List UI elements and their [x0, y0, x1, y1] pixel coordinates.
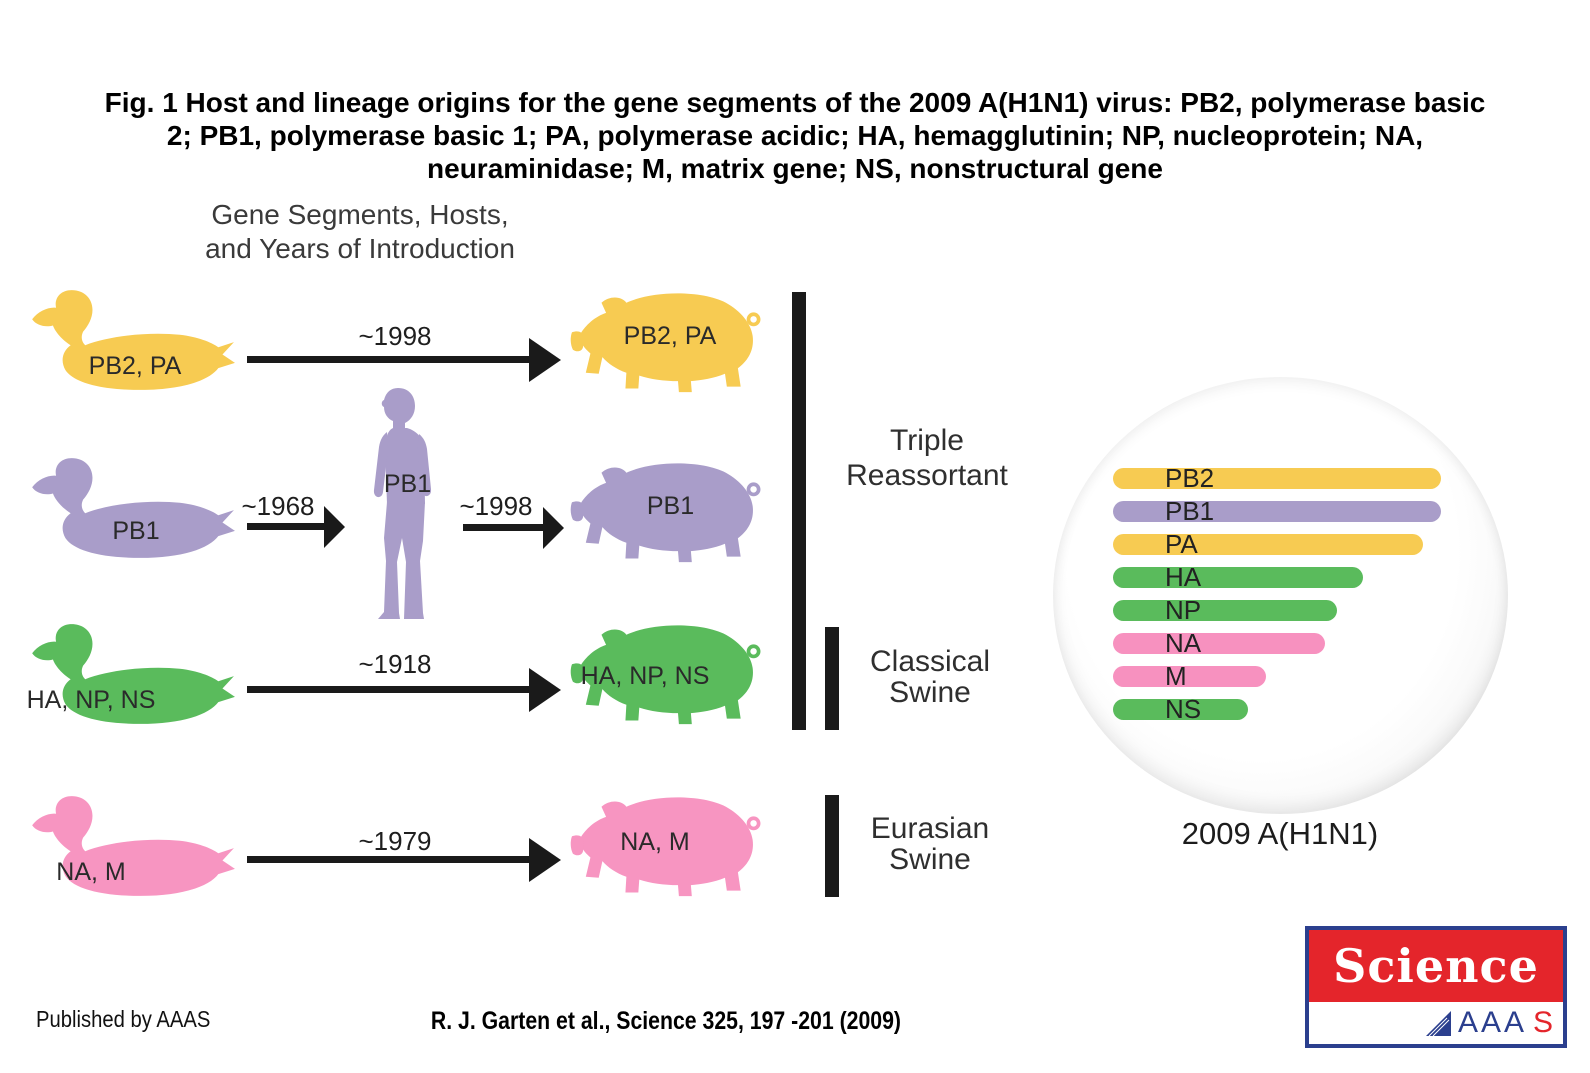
- arrowhead-icon: [324, 505, 345, 548]
- arrowhead-icon: [529, 837, 561, 882]
- diagram-heading: Gene Segments, Hosts, and Years of Intro…: [170, 198, 550, 266]
- triple-reassortant-bracket: [792, 292, 806, 730]
- duck-gene-label: NA, M: [56, 858, 126, 886]
- pig-gene-label: PB2, PA: [623, 322, 717, 350]
- pig-gene-label: NA, M: [620, 828, 690, 856]
- gene-segment-bar-ns: NS: [1113, 694, 1248, 724]
- duck-gene-label: PB1: [112, 517, 160, 545]
- virus-name-label: 2009 A(H1N1): [1181, 816, 1379, 851]
- pig-gene-label: HA, NP, NS: [580, 662, 710, 690]
- year-label: ~1998: [459, 491, 533, 521]
- caption-line-2: 2; PB1, polymerase basic 1; PA, polymera…: [166, 120, 1424, 151]
- transmission-arrow: [247, 505, 345, 548]
- classical-swine-bracket: [825, 627, 839, 730]
- pig-gene-label: PB1: [646, 492, 695, 520]
- year-label: ~1968: [241, 491, 315, 521]
- science-logo-band: Science: [1309, 930, 1563, 1002]
- heading-line-2: and Years of Introduction: [205, 233, 515, 264]
- heading-line-1: Gene Segments, Hosts,: [211, 199, 509, 230]
- gene-segment-bar-m: M: [1113, 661, 1266, 691]
- eurasian-swine-bracket: [825, 795, 839, 897]
- duck-gene-label: HA, NP, NS: [26, 686, 156, 714]
- year-label: ~1998: [358, 321, 432, 351]
- published-by-text: Published by AAAS: [36, 1006, 211, 1032]
- science-wordmark: Science: [1333, 939, 1539, 993]
- group-label-triple-reassortant: Triple Reassortant: [846, 424, 1008, 492]
- year-label: ~1979: [358, 826, 432, 856]
- gene-segment-bar-pb1: PB1: [1113, 496, 1441, 526]
- gene-segment-bar-pa: PA: [1113, 529, 1423, 559]
- gene-segment-bar-pb2: PB2: [1113, 463, 1441, 493]
- citation-text: R. J. Garten et al., Science 325, 197 -2…: [430, 1007, 902, 1035]
- human-gene-label: PB1: [383, 470, 432, 498]
- aaas-wordmark-s: S: [1532, 1006, 1553, 1039]
- figure-caption: Fig. 1 Host and lineage origins for the …: [20, 86, 1570, 185]
- aaas-triangle-icon: [1425, 1010, 1451, 1036]
- gene-segment-bar-na: NA: [1113, 628, 1325, 658]
- transmission-arrow: [463, 506, 564, 549]
- gene-segment-bar-np: NP: [1113, 595, 1337, 625]
- duck-gene-label: PB2, PA: [88, 352, 182, 380]
- arrowhead-icon: [543, 506, 564, 549]
- transmission-arrow: [247, 667, 561, 712]
- arrowhead-icon: [529, 667, 561, 712]
- year-label: ~1918: [358, 649, 432, 679]
- virus-particle: PB2 PB1 PA HA NP NA M NS: [1053, 377, 1508, 814]
- science-aaas-logo: Science AAA S: [1305, 926, 1567, 1048]
- group-label-eurasian-swine: Eurasian Swine: [870, 812, 990, 876]
- aaas-wordmark: AAA: [1457, 1006, 1527, 1039]
- gene-segment-bar-ha: HA: [1113, 562, 1363, 592]
- transmission-arrow: [247, 837, 561, 882]
- caption-line-1: Fig. 1 Host and lineage origins for the …: [104, 87, 1486, 118]
- arrowhead-icon: [529, 337, 561, 382]
- aaas-logo-band: AAA S: [1309, 1002, 1563, 1044]
- transmission-arrow: [247, 337, 561, 382]
- group-label-classical-swine: Classical Swine: [869, 645, 991, 709]
- caption-line-3: neuraminidase; M, matrix gene; NS, nonst…: [427, 153, 1163, 184]
